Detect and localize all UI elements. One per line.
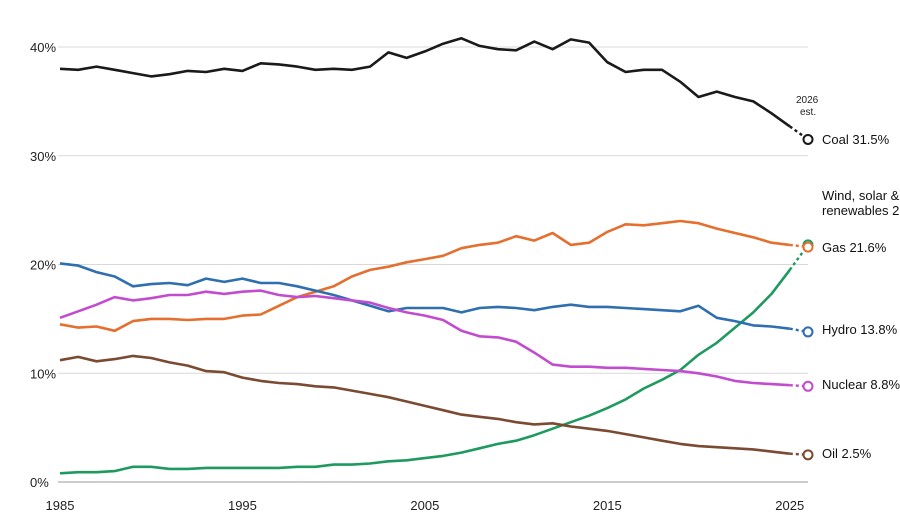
series-end-marker: [802, 449, 814, 461]
series-end-marker: [802, 326, 814, 338]
series-end-marker: [802, 133, 814, 145]
series-end-label: Gas 21.6%: [822, 240, 887, 255]
series-line: [59, 269, 791, 475]
series-end-marker: [802, 380, 814, 392]
series-line: [59, 219, 790, 333]
series-end-label: Oil 2.5%: [822, 446, 872, 461]
series-end-labels: Coal 31.5% Wind, solar & otherrenewables …: [822, 132, 900, 461]
y-tick-label: 0%: [30, 475, 49, 490]
estimate-abbr-label: est.: [800, 107, 816, 118]
series-end-label: Nuclear 8.8%: [822, 377, 900, 392]
series-end-label: renewables 21.8%: [822, 203, 900, 218]
y-tick-label: 40%: [30, 40, 56, 55]
y-tick-label: 10%: [30, 366, 56, 381]
x-tick-label: 2025: [775, 498, 804, 513]
series-lines: [59, 37, 814, 475]
series-end-marker: [802, 241, 814, 253]
y-tick-label: 20%: [30, 258, 56, 273]
gridlines: [58, 46, 808, 483]
x-tick-label: 1985: [46, 498, 75, 513]
estimate-year-label: 2026: [796, 95, 819, 106]
x-tick-label: 2015: [593, 498, 622, 513]
series-end-label: Wind, solar & other: [822, 188, 900, 203]
x-tick-label: 1995: [228, 498, 257, 513]
axis-ticks: 0% 10% 20% 30% 40% 1985 1995 2005 2015 2025: [30, 40, 804, 513]
x-tick-label: 2005: [410, 498, 439, 513]
series-end-label: Coal 31.5%: [822, 132, 890, 147]
series-line: [59, 37, 791, 128]
series-line: [59, 262, 790, 330]
series-end-label: Hydro 13.8%: [822, 322, 898, 337]
y-tick-label: 30%: [30, 149, 56, 164]
series-line: [59, 289, 790, 387]
series-line: [59, 354, 790, 455]
